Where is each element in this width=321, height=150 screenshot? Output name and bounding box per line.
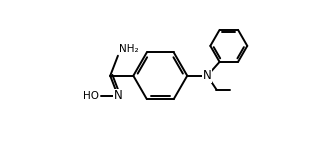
Text: HO: HO <box>83 91 100 101</box>
Text: N: N <box>203 69 212 82</box>
Text: N: N <box>114 89 122 102</box>
Text: NH₂: NH₂ <box>119 44 138 54</box>
